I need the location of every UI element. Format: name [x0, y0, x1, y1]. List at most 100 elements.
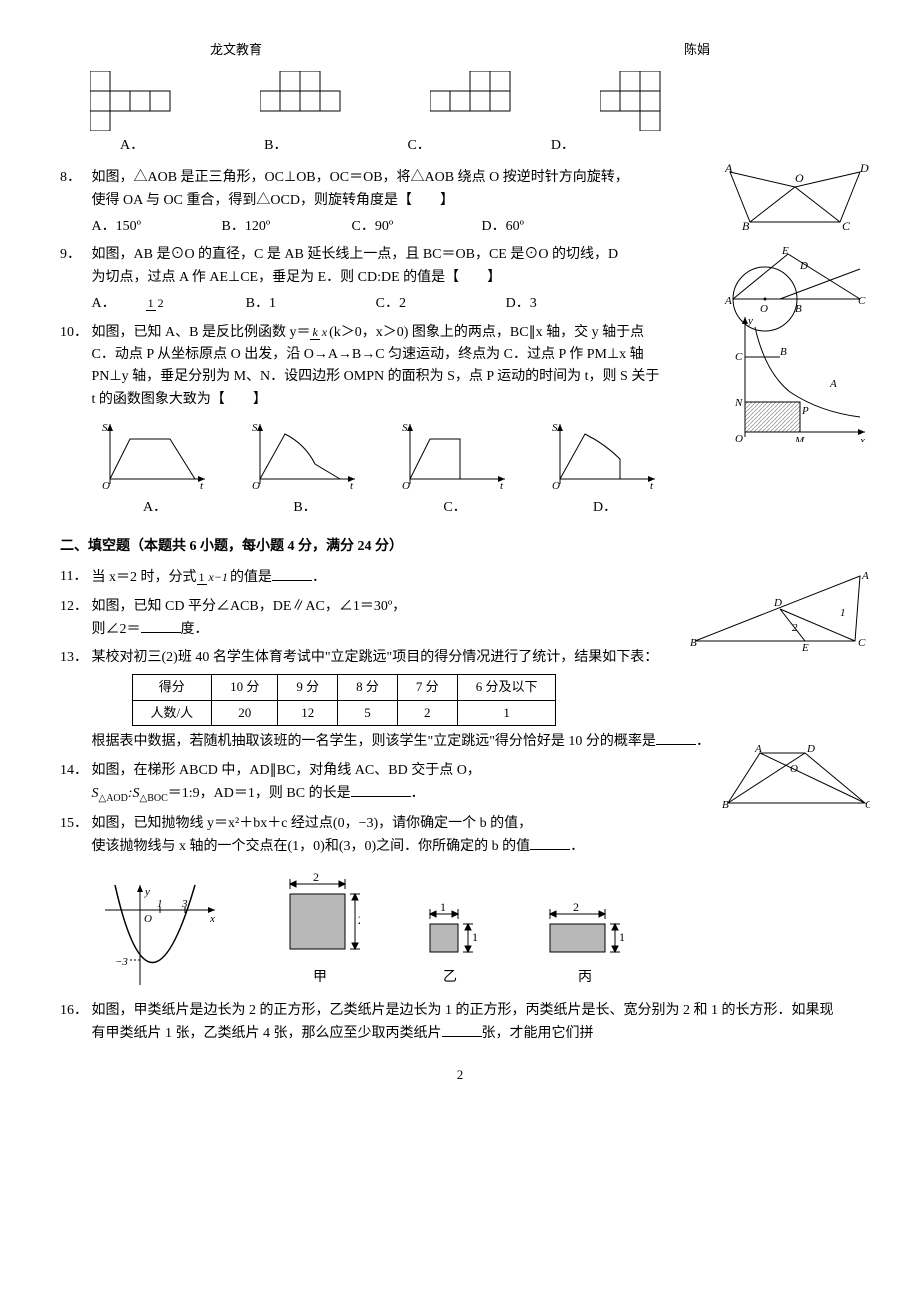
q14: 14． 如图，在梯形 ABCD 中，AD∥BC，对角线 AC、BD 交于点 O，…: [60, 760, 860, 807]
svg-text:1: 1: [440, 900, 446, 914]
q12-l3: 度．: [181, 622, 209, 637]
header-left: 龙文教育: [210, 40, 262, 61]
opt-a: A．: [120, 135, 144, 157]
svg-text:N: N: [734, 397, 743, 409]
svg-text:O: O: [790, 763, 798, 775]
svg-text:O: O: [102, 480, 110, 489]
label-jia: 甲: [280, 967, 360, 989]
q15-num: 15．: [60, 813, 88, 835]
q11-a: 当 x＝2 时，分式: [92, 570, 197, 585]
q8-b: B．120º: [222, 216, 302, 238]
q14-num: 14．: [60, 760, 88, 782]
q13-l2: 根据表中数据，若随机抽取该班的一名学生，则该学生"立定跳远"得分恰好是 10 分…: [92, 734, 656, 749]
q8-a: A．150º: [92, 216, 172, 238]
label-bing: 丙: [540, 967, 630, 989]
svg-text:S: S: [252, 422, 258, 434]
graph-a: SOt: [100, 419, 210, 489]
svg-text:O: O: [402, 480, 410, 489]
q13-num: 13．: [60, 647, 88, 669]
label-yi: 乙: [420, 967, 480, 989]
q11-blank: [272, 566, 312, 581]
q16-num: 16．: [60, 1000, 88, 1022]
svg-text:D: D: [799, 260, 808, 272]
q8-figure: AODBC: [720, 162, 870, 232]
svg-text:O: O: [795, 171, 804, 185]
opt-b: B．: [264, 135, 287, 157]
svg-text:y: y: [747, 315, 753, 327]
q10-figure: yxCBANPOM: [730, 312, 870, 442]
q8-num: 8．: [60, 167, 88, 189]
svg-text:S: S: [552, 422, 558, 434]
q10-num: 10．: [60, 322, 88, 344]
svg-text:D: D: [806, 745, 815, 755]
svg-text:E: E: [781, 245, 789, 257]
parabola-figure: yxO13−3: [100, 880, 220, 990]
q15-shapes: yxO13−3 22 甲 11 乙 21 丙: [100, 869, 860, 990]
svg-text:1: 1: [840, 607, 846, 619]
svg-text:A: A: [861, 571, 869, 582]
svg-text:M: M: [794, 435, 805, 442]
q9-d: D．3: [506, 293, 586, 315]
graph-c: S Ot: [400, 419, 510, 489]
q11-b: 的值是: [230, 570, 272, 585]
q8-c: C．90º: [352, 216, 432, 238]
q12-blank: [141, 618, 181, 633]
q9-num: 9．: [60, 244, 88, 266]
svg-text:−3: −3: [115, 956, 128, 968]
q14-figure: ADBCO: [720, 745, 870, 810]
svg-text:C: C: [858, 295, 866, 307]
q15: 15． 如图，已知抛物线 y＝x²＋bx＋c 经过点(0，−3)，请你确定一个 …: [60, 813, 860, 859]
svg-text:A: A: [829, 378, 837, 390]
net-b: [260, 71, 360, 131]
svg-text:x: x: [209, 913, 215, 925]
svg-text:2: 2: [358, 913, 360, 927]
svg-text:t: t: [200, 480, 204, 489]
svg-text:1: 1: [472, 930, 478, 944]
svg-text:P: P: [801, 405, 809, 417]
svg-text:1: 1: [619, 930, 625, 944]
svg-text:t: t: [650, 480, 654, 489]
svg-text:2: 2: [573, 900, 579, 914]
graph-b: SOt: [250, 419, 360, 489]
page-number: 2: [60, 1065, 860, 1086]
q7-nets: [90, 71, 860, 131]
q12-figure: ABCDE12: [690, 571, 870, 651]
q16-blank: [442, 1022, 482, 1037]
q14-blank: [351, 782, 411, 797]
svg-text:t: t: [500, 480, 504, 489]
svg-text:2: 2: [792, 622, 798, 634]
q13-blank: [656, 730, 696, 745]
q11-c: ．: [312, 570, 326, 585]
q15-blank: [530, 835, 570, 850]
svg-text:O: O: [552, 480, 560, 489]
svg-text:S: S: [402, 422, 408, 434]
q8-d: D．60º: [482, 216, 562, 238]
q13-table: 得分10 分9 分8 分7 分6 分及以下 人数/人2012521: [132, 674, 557, 727]
shape-jia: 22: [280, 869, 360, 959]
svg-text:O: O: [735, 433, 743, 442]
q7-labels: A． B． C． D．: [120, 135, 860, 157]
svg-text:C: C: [865, 799, 870, 810]
section2-title: 二、填空题（本题共 6 小题，每小题 4 分，满分 24 分）: [60, 536, 860, 558]
q13: 13． 某校对初三(2)班 40 名学生体育考试中"立定跳远"项目的得分情况进行…: [60, 647, 860, 753]
q12-l1: 如图，已知 CD 平分∠ACB，DE∥AC，∠1＝30º，: [92, 599, 407, 614]
graph-d: S Ot: [550, 419, 660, 489]
q9-c: C．2: [376, 293, 456, 315]
opt-c: C．: [407, 135, 430, 157]
q9: 9． 如图，AB 是⊙O 的直径，C 是 AB 延长线上一点，且 BC＝OB，C…: [60, 244, 860, 315]
svg-text:A: A: [724, 162, 733, 175]
svg-text:2: 2: [313, 870, 319, 884]
svg-text:t: t: [350, 480, 354, 489]
q16-l2: 张，才能用它们拼: [482, 1026, 594, 1041]
q12-num: 12．: [60, 596, 88, 618]
svg-text:O: O: [144, 913, 152, 925]
q10: 10． 如图，已知 A、B 是反比例函数 y＝kx(k＞0，x＞0) 图象上的两…: [60, 322, 860, 520]
svg-text:A: A: [754, 745, 762, 755]
q15-l2: 使该抛物线与 x 轴的一个交点在(1，0)和(3，0)之间．你所确定的 b 的值: [92, 839, 531, 854]
svg-text:C: C: [842, 219, 851, 232]
svg-text:x: x: [859, 435, 865, 442]
net-c: [430, 71, 530, 131]
svg-text:B: B: [742, 219, 750, 232]
q13-l3: ．: [696, 734, 710, 749]
q15-l1: 如图，已知抛物线 y＝x²＋bx＋c 经过点(0，−3)，请你确定一个 b 的值…: [92, 816, 533, 831]
